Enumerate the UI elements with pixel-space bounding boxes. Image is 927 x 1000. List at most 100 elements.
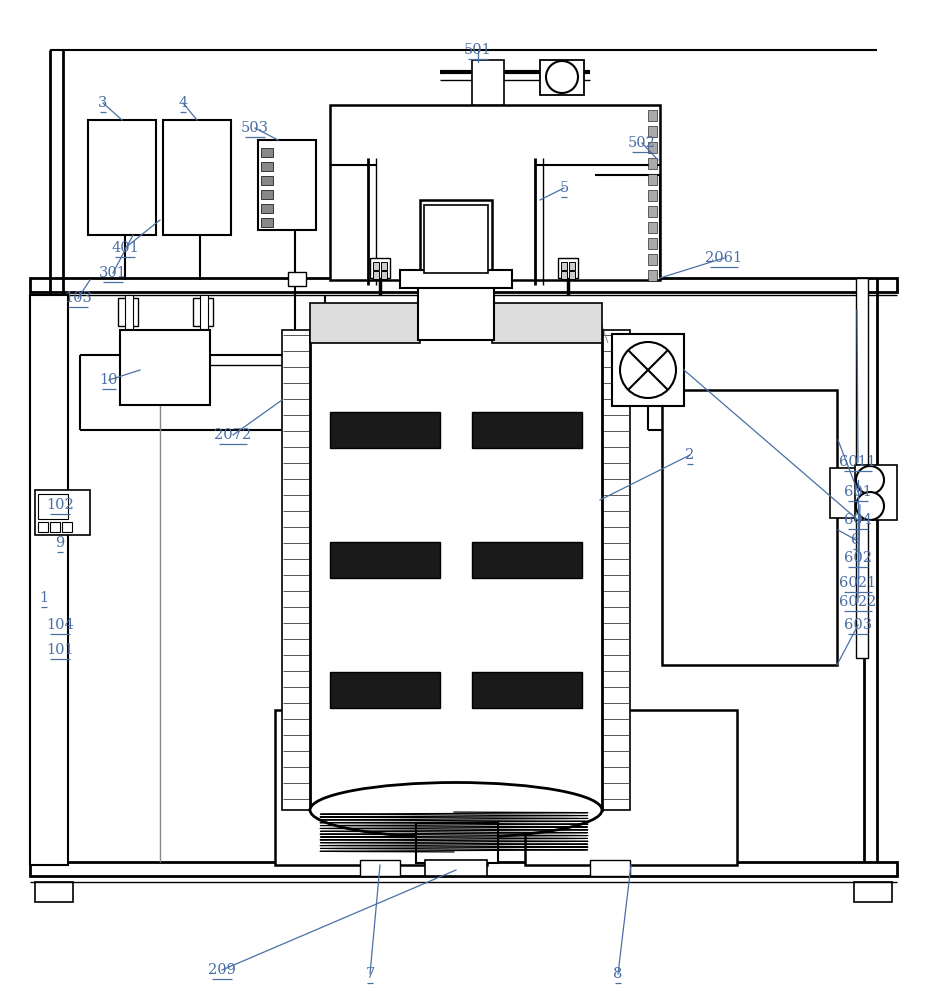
Text: 401: 401 xyxy=(111,241,139,255)
Circle shape xyxy=(856,466,884,494)
Bar xyxy=(381,262,387,270)
Bar xyxy=(373,262,379,270)
Bar xyxy=(330,672,440,708)
Bar xyxy=(370,258,390,278)
Bar xyxy=(600,330,630,810)
Bar xyxy=(855,465,897,520)
Text: 603: 603 xyxy=(844,618,872,632)
Bar xyxy=(463,262,469,270)
Bar xyxy=(471,271,477,279)
Text: 103: 103 xyxy=(64,291,92,305)
Bar xyxy=(561,271,567,279)
Bar xyxy=(612,334,684,406)
Bar xyxy=(569,262,575,270)
Bar xyxy=(118,298,138,326)
Text: 6022: 6022 xyxy=(839,595,877,609)
Bar xyxy=(360,860,400,876)
Circle shape xyxy=(856,492,884,520)
Bar xyxy=(648,222,657,233)
Bar xyxy=(193,298,213,326)
Text: 9: 9 xyxy=(56,536,65,550)
Text: 2072: 2072 xyxy=(214,428,251,442)
Text: 501: 501 xyxy=(464,43,492,57)
Bar xyxy=(472,542,582,578)
Bar xyxy=(50,522,60,532)
Bar xyxy=(125,295,133,329)
Text: 4: 4 xyxy=(178,96,187,110)
Text: 8: 8 xyxy=(614,967,623,981)
Bar xyxy=(648,238,657,249)
Bar xyxy=(62,522,72,532)
Bar xyxy=(416,823,498,863)
Text: 5: 5 xyxy=(559,181,568,195)
Bar xyxy=(330,105,660,280)
Bar xyxy=(200,295,208,329)
Bar xyxy=(463,271,469,279)
Text: 503: 503 xyxy=(241,121,269,135)
Bar xyxy=(648,206,657,217)
Bar xyxy=(854,882,892,902)
Bar xyxy=(830,468,860,518)
Bar xyxy=(400,270,512,288)
Text: 2061: 2061 xyxy=(705,251,743,265)
Bar xyxy=(420,200,492,272)
Bar xyxy=(590,860,630,876)
Bar xyxy=(38,494,68,519)
Bar xyxy=(261,176,273,185)
Bar xyxy=(460,258,480,278)
Text: 3: 3 xyxy=(98,96,108,110)
Text: 209: 209 xyxy=(208,963,236,977)
Text: 101: 101 xyxy=(46,643,74,657)
Bar xyxy=(30,278,897,292)
Text: 7: 7 xyxy=(365,967,375,981)
Bar xyxy=(472,412,582,448)
Bar xyxy=(258,140,316,230)
Bar xyxy=(30,295,68,865)
Bar xyxy=(275,710,487,865)
Bar xyxy=(310,330,602,810)
Bar xyxy=(648,270,657,281)
Text: 502: 502 xyxy=(629,136,656,150)
Bar xyxy=(330,542,440,578)
Bar xyxy=(662,390,837,665)
Text: 301: 301 xyxy=(99,266,127,280)
Bar xyxy=(330,412,440,448)
Text: 104: 104 xyxy=(46,618,74,632)
Bar xyxy=(648,254,657,265)
Bar xyxy=(310,303,420,343)
Bar xyxy=(525,710,737,865)
Bar xyxy=(261,190,273,199)
Text: 10: 10 xyxy=(100,373,119,387)
Bar xyxy=(471,262,477,270)
Bar xyxy=(648,126,657,137)
Bar xyxy=(540,60,584,95)
Bar xyxy=(35,490,90,535)
Bar xyxy=(381,271,387,279)
Ellipse shape xyxy=(310,782,602,838)
Bar xyxy=(418,285,494,340)
Bar xyxy=(425,860,487,876)
Bar xyxy=(38,522,48,532)
Bar xyxy=(648,110,657,121)
Bar xyxy=(261,148,273,157)
Text: 6011: 6011 xyxy=(840,455,877,469)
Bar xyxy=(472,60,504,105)
Text: 6: 6 xyxy=(851,533,860,547)
Bar xyxy=(648,174,657,185)
Bar xyxy=(424,205,488,273)
Text: 602: 602 xyxy=(844,551,872,565)
Bar xyxy=(30,862,897,876)
Bar xyxy=(472,672,582,708)
Bar xyxy=(282,330,312,810)
Bar xyxy=(261,204,273,213)
Bar xyxy=(558,258,578,278)
Bar xyxy=(561,262,567,270)
Bar xyxy=(569,271,575,279)
Text: 2: 2 xyxy=(685,448,694,462)
Text: 6021: 6021 xyxy=(840,576,877,590)
Text: 601: 601 xyxy=(844,485,872,499)
Text: 102: 102 xyxy=(46,498,74,512)
Text: 1: 1 xyxy=(40,591,48,605)
Bar xyxy=(856,278,868,658)
Bar xyxy=(288,272,306,286)
